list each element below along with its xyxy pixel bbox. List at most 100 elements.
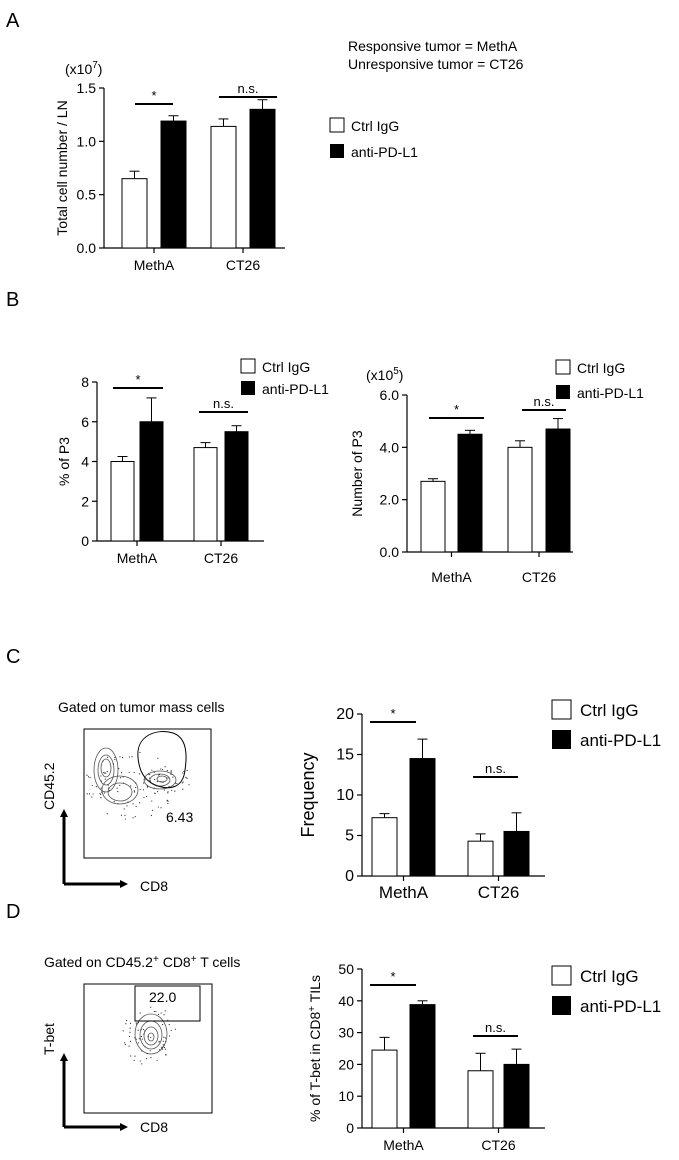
note-responsive: Responsive tumor = MethA	[348, 38, 518, 54]
bar-ctrl-igg	[110, 461, 135, 542]
facs-c-contours	[93, 747, 177, 805]
event-dot	[114, 758, 116, 761]
event-dot	[167, 800, 169, 802]
event-dot	[149, 1050, 151, 1052]
event-dot	[86, 793, 88, 795]
event-dot	[166, 769, 169, 772]
facs-d-contours	[134, 1013, 168, 1055]
event-dot	[157, 757, 159, 759]
event-dot	[114, 756, 116, 758]
event-dot	[150, 814, 153, 817]
event-dot	[112, 763, 114, 765]
event-dot	[100, 791, 103, 793]
event-dot	[133, 790, 135, 792]
event-dot	[163, 1014, 165, 1016]
event-dot	[135, 1022, 137, 1024]
category-label: MethA	[431, 569, 472, 585]
event-dot	[104, 772, 107, 774]
event-dot	[107, 787, 110, 789]
event-dot	[183, 770, 185, 773]
event-dot	[121, 757, 124, 759]
event-dot	[128, 756, 131, 758]
event-dot	[92, 793, 94, 795]
event-dot	[161, 1024, 164, 1026]
bar-anti-pd-l1	[503, 830, 530, 877]
bar-ctrl-igg	[371, 1049, 398, 1129]
y-tick-label: 10	[336, 787, 354, 804]
y-tick-label: 20	[336, 706, 354, 723]
event-dot	[100, 787, 102, 789]
event-dot	[163, 1044, 165, 1047]
event-dot	[167, 1019, 169, 1022]
y-axis-label: Frequency	[298, 752, 318, 837]
event-dot	[162, 1044, 164, 1046]
event-dot	[156, 785, 158, 787]
event-dot	[182, 788, 184, 790]
event-dot	[170, 1029, 172, 1032]
y-axis-label: Number of P3	[349, 430, 365, 517]
event-dot	[150, 1006, 152, 1008]
category-label: MethA	[134, 257, 175, 273]
event-dot	[166, 799, 168, 801]
event-dot	[135, 1038, 137, 1040]
event-dot	[129, 1031, 131, 1033]
event-dot	[147, 773, 149, 775]
event-dot	[160, 768, 162, 770]
facs-c-y-label: CD45.2	[41, 762, 57, 810]
event-dot	[128, 771, 130, 773]
event-dot	[164, 766, 166, 768]
event-dot	[139, 802, 141, 804]
note-unresponsive: Unresponsive tumor = CT26	[348, 56, 524, 72]
y-axis-label: % of P3	[56, 437, 72, 486]
significance-label: *	[390, 969, 395, 984]
event-dot	[141, 1038, 143, 1040]
event-dot	[88, 793, 91, 795]
event-dot	[119, 784, 121, 786]
panel-label-d: D	[6, 901, 20, 923]
y-tick-label: 1.5	[77, 80, 97, 96]
event-dot	[95, 785, 97, 788]
event-dot	[149, 773, 151, 776]
event-dot	[113, 801, 115, 803]
y-tick-label: 5	[345, 828, 354, 845]
event-dot	[145, 1058, 148, 1060]
legend-label-anti: anti-PD-L1	[580, 997, 661, 1016]
axis-multiplier: (x105)	[366, 366, 403, 383]
event-dot	[133, 791, 136, 793]
event-dot	[135, 805, 137, 808]
panel-label-b: B	[6, 289, 19, 311]
event-dot	[125, 1023, 127, 1025]
y-tick-label: 2	[81, 493, 89, 509]
event-dot	[164, 1037, 167, 1039]
event-dot	[174, 782, 177, 784]
legend-label-ctrl: Ctrl IgG	[577, 360, 625, 376]
event-dot	[158, 773, 161, 776]
y-tick-label: 4	[81, 454, 89, 470]
event-dot	[170, 771, 172, 773]
event-dot	[146, 785, 149, 787]
event-dot	[142, 789, 145, 791]
bar-anti-pd-l1	[224, 431, 249, 542]
facs-d-gate	[134, 985, 201, 1022]
event-dot	[155, 1010, 157, 1013]
event-dot	[153, 1010, 155, 1013]
event-dot	[174, 1028, 176, 1030]
bar-ctrl-igg	[507, 446, 533, 553]
legend-swatch-ctrl	[240, 358, 256, 374]
event-dot	[172, 776, 174, 778]
event-dot	[118, 768, 120, 770]
y-axis-label: % of T-bet in CD8+ TILs	[307, 975, 323, 1122]
event-dot	[158, 774, 160, 776]
event-dot	[103, 792, 105, 794]
event-dot	[164, 1010, 166, 1012]
event-dot	[182, 781, 184, 783]
event-dot	[182, 772, 184, 774]
event-dot	[135, 786, 137, 789]
bar-ctrl-igg	[121, 178, 148, 249]
event-dot	[176, 782, 178, 785]
event-dot	[167, 792, 169, 794]
event-dot	[100, 797, 102, 799]
facs-plot-c: Gated on tumor mass cells 6.43 CD45.2 CD…	[41, 699, 225, 894]
event-dot	[134, 816, 136, 818]
legend-label-anti: anti-PD-L1	[351, 144, 418, 160]
